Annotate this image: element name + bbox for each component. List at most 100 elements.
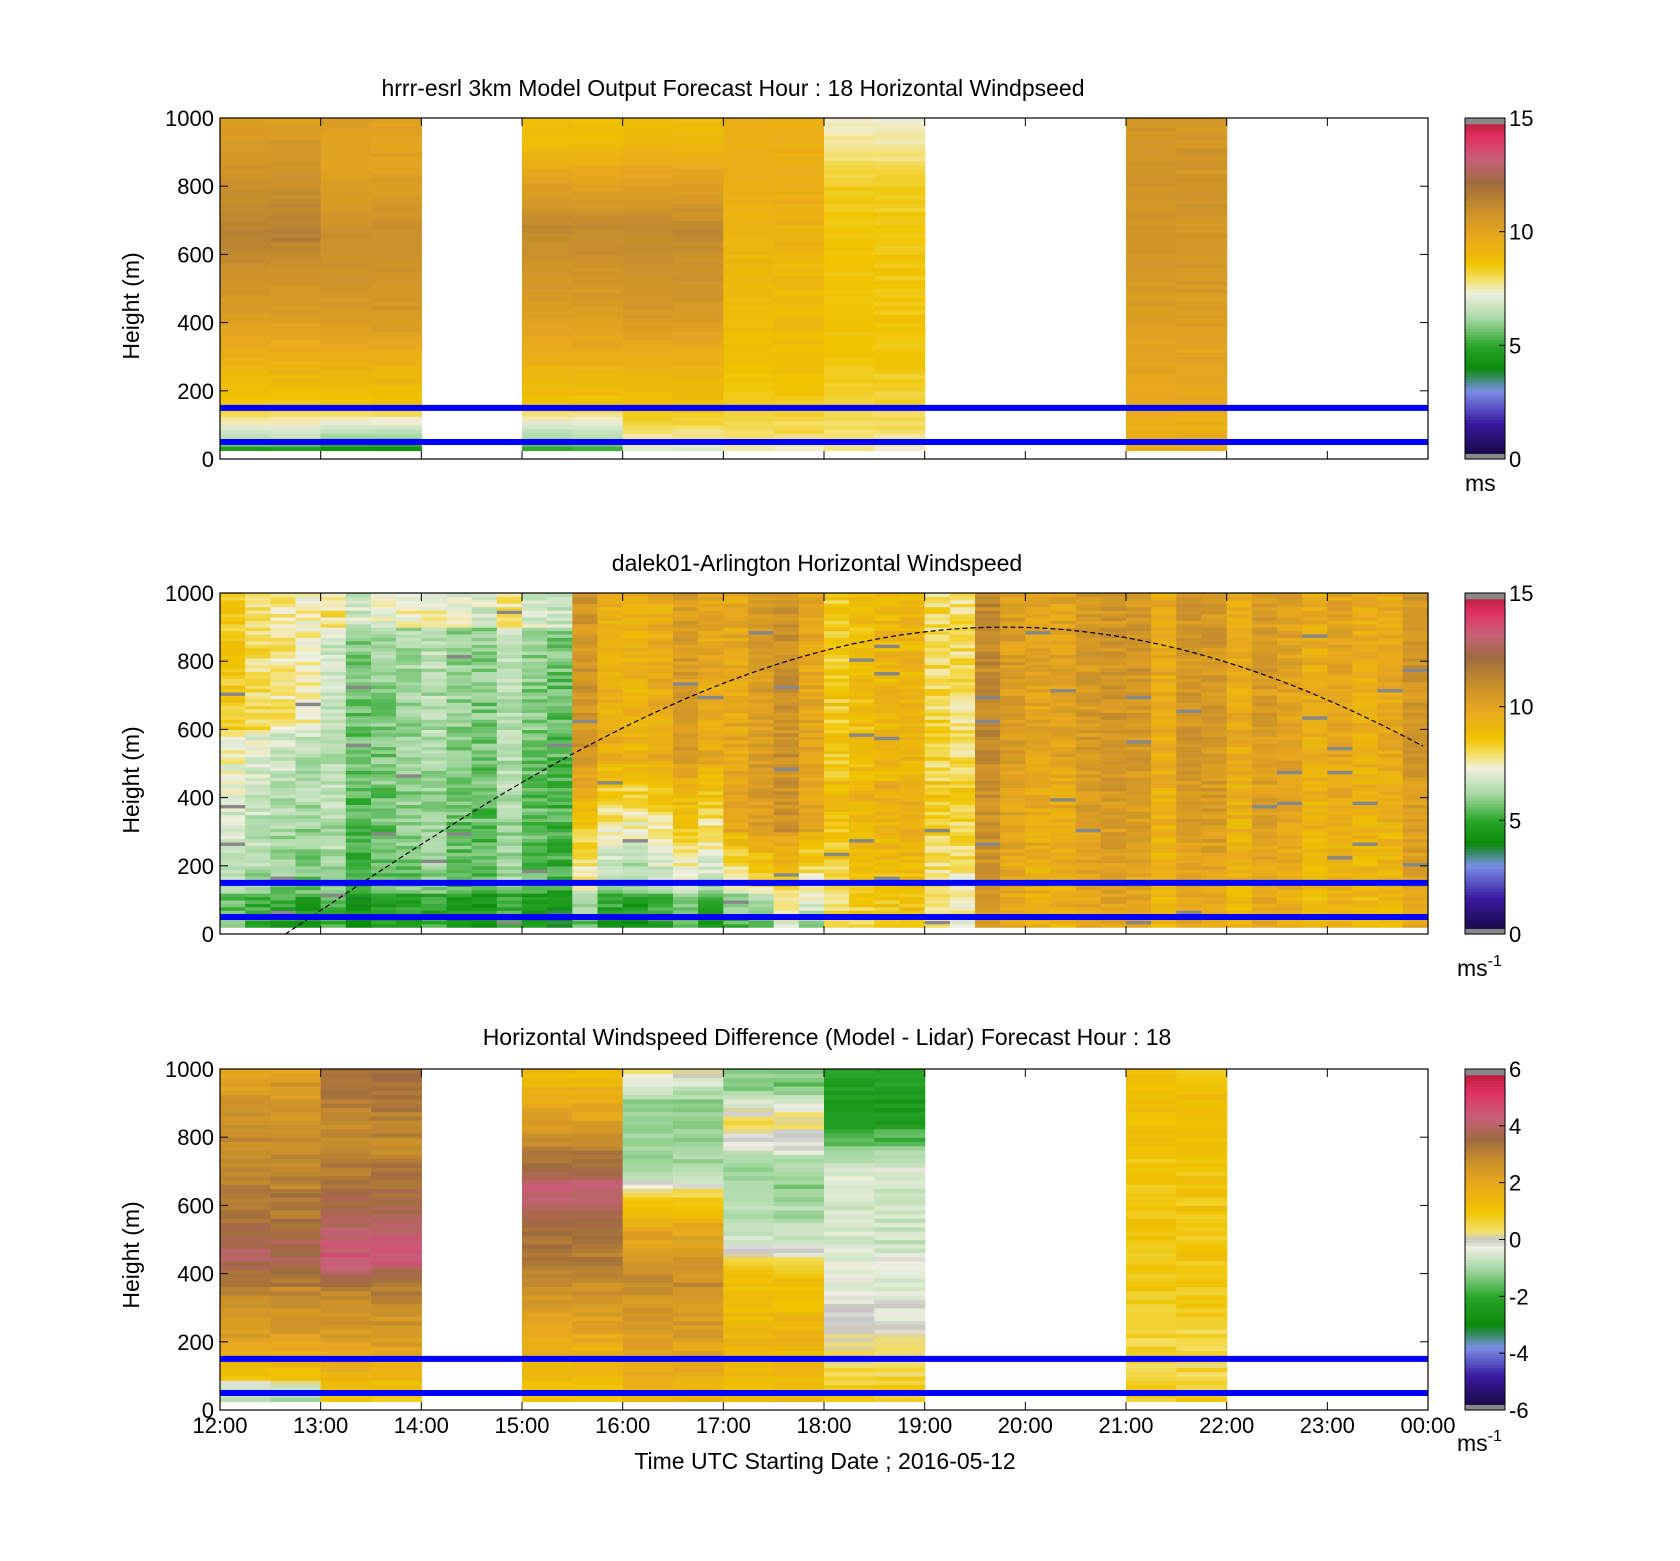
heatmap-cell	[723, 773, 750, 778]
heatmap-cell	[1000, 725, 1026, 730]
heatmap-cell	[522, 203, 573, 209]
heatmap-cell	[773, 858, 800, 863]
heatmap-cell	[1075, 920, 1102, 925]
heatmap-cell	[1126, 790, 1152, 795]
heatmap-cell	[371, 198, 422, 204]
heatmap-cell	[396, 858, 422, 863]
heatmap-cell	[522, 777, 548, 782]
heatmap-cell	[522, 186, 573, 192]
heatmap-cell	[345, 753, 372, 758]
heatmap-cell	[899, 923, 926, 928]
y-tick-label: 1000	[165, 106, 214, 131]
heatmap-cell	[622, 855, 649, 860]
heatmap-cell	[320, 305, 372, 311]
heatmap-cell	[471, 889, 498, 894]
heatmap-cell	[924, 633, 951, 638]
heatmap-cell	[1050, 876, 1077, 881]
heatmap-cell	[698, 647, 724, 652]
colorbar-segment	[1465, 191, 1505, 196]
heatmap-cell	[245, 811, 271, 816]
heatmap-cell	[622, 433, 674, 439]
heatmap-cell	[1050, 920, 1077, 925]
heatmap-cell	[522, 271, 573, 277]
heatmap-cell	[622, 712, 649, 717]
heatmap-cell	[824, 695, 850, 700]
heatmap-cell	[270, 872, 297, 877]
heatmap-cell	[1126, 369, 1177, 375]
heatmap-cell	[748, 671, 775, 676]
heatmap-cell	[1126, 390, 1177, 396]
heatmap-cell	[1075, 828, 1102, 833]
heatmap-cell	[1126, 424, 1177, 430]
heatmap-cell	[421, 787, 448, 792]
heatmap-cell	[471, 691, 498, 696]
heatmap-cell	[345, 688, 372, 693]
heatmap-cell	[522, 671, 548, 676]
heatmap-cell	[773, 258, 825, 264]
heatmap-cell	[421, 746, 448, 751]
heatmap-cell	[320, 787, 347, 792]
heatmap-cell	[345, 828, 372, 833]
heatmap-cell	[396, 749, 422, 754]
heatmap-cell	[673, 698, 699, 703]
heatmap-cell	[1126, 160, 1177, 166]
colorbar-segment	[1465, 302, 1505, 307]
heatmap-cell	[1025, 695, 1052, 700]
heatmap-cell	[874, 835, 901, 840]
heatmap-cell	[748, 821, 775, 826]
heatmap-cell	[1100, 858, 1127, 863]
heatmap-cell	[371, 910, 397, 915]
heatmap-cell	[270, 297, 322, 302]
heatmap-cell	[1126, 729, 1152, 734]
heatmap-cell	[748, 906, 775, 911]
heatmap-cell	[270, 814, 297, 819]
heatmap-cell	[1050, 753, 1077, 758]
heatmap-cell	[673, 292, 724, 298]
heatmap-cell	[270, 593, 297, 598]
heatmap-cell	[1000, 685, 1026, 690]
heatmap-cell	[345, 869, 372, 874]
heatmap-cell	[1100, 835, 1127, 840]
heatmap-cell	[798, 657, 825, 662]
heatmap-cell	[1151, 743, 1177, 748]
heatmap-cell	[698, 906, 724, 911]
heatmap-cell	[220, 275, 271, 281]
heatmap-cell	[798, 797, 825, 802]
heatmap-cell	[698, 715, 724, 720]
heatmap-cell	[975, 865, 1001, 870]
heatmap-cell	[1000, 903, 1026, 908]
heatmap-cell	[547, 633, 573, 638]
heatmap-cell	[421, 685, 448, 690]
heatmap-cell	[371, 818, 397, 823]
heatmap-cell	[572, 339, 624, 345]
heatmap-cell	[421, 852, 448, 857]
heatmap-cell	[1100, 899, 1127, 904]
heatmap-cell	[446, 695, 473, 700]
heatmap-cell	[698, 610, 724, 615]
heatmap-cell	[295, 610, 322, 615]
heatmap-cell	[320, 647, 347, 652]
heatmap-cell	[1100, 845, 1127, 850]
heatmap-cell	[824, 309, 875, 315]
heatmap-cell	[320, 801, 347, 806]
heatmap-cell	[1100, 818, 1127, 823]
heatmap-cell	[824, 416, 875, 422]
heatmap-cell	[270, 599, 297, 604]
heatmap-cell	[748, 841, 775, 846]
heatmap-cell	[824, 599, 850, 604]
heatmap-cell	[1000, 855, 1026, 860]
heatmap-cell	[622, 824, 649, 829]
heatmap-cell	[1075, 855, 1102, 860]
heatmap-cell	[824, 147, 875, 153]
heatmap-cell	[773, 777, 800, 782]
heatmap-cell	[471, 616, 498, 621]
heatmap-cell	[270, 412, 322, 417]
heatmap-cell	[572, 233, 624, 238]
heatmap-cell	[798, 736, 825, 741]
heatmap-cell	[471, 763, 498, 768]
heatmap-cell	[245, 623, 271, 628]
heatmap-cell	[1100, 596, 1127, 601]
heatmap-cell	[220, 139, 271, 145]
heatmap-cell	[371, 862, 397, 867]
heatmap-cell	[597, 766, 624, 771]
